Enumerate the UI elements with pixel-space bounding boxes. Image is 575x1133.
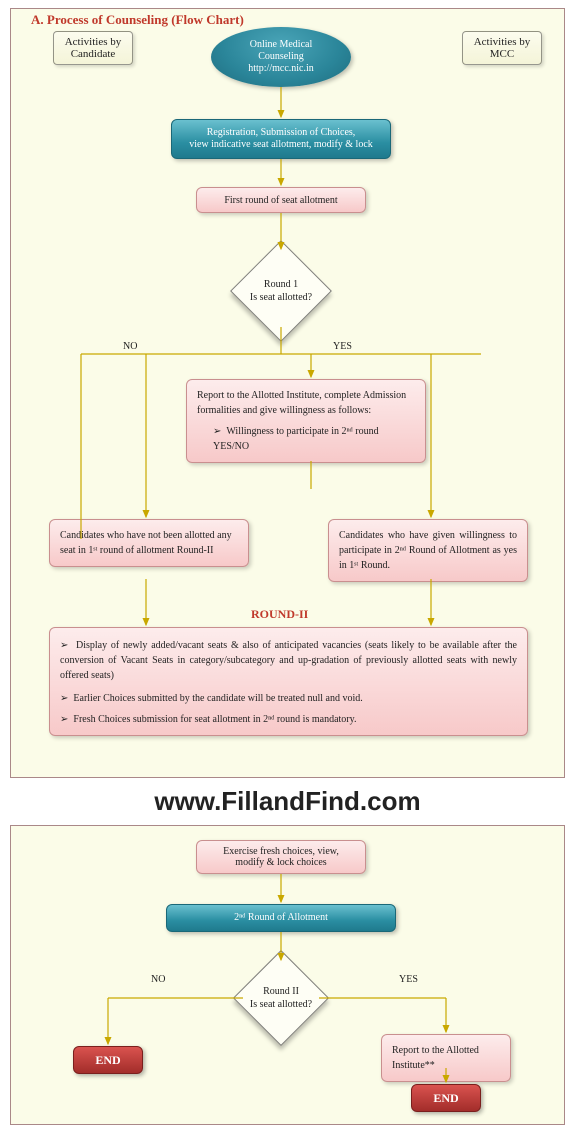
fresh-choices-node: Exercise fresh choices, view,modify & lo… (196, 840, 366, 874)
registration-node: Registration, Submission of Choices,view… (171, 119, 391, 159)
start-l3: http://mcc.nic.in (248, 63, 314, 75)
start-node: Online Medical Counseling http://mcc.nic… (211, 27, 351, 87)
round2-allotment-node: 2ⁿᵈ Round of Allotment (166, 904, 396, 932)
start-l2: Counseling (258, 51, 304, 63)
r2-b2: Earlier Choices submitted by the candida… (73, 693, 362, 704)
report2-node: Report to the Allotted Institute** (381, 1034, 511, 1082)
d1-no-label: NO (123, 341, 137, 352)
page: A. Process of Counseling (Flow Chart) Ac… (0, 8, 575, 1125)
end-left: END (73, 1046, 143, 1074)
report1-intro: Report to the Allotted Institute, comple… (197, 388, 415, 418)
watermark: www.FillandFind.com (0, 786, 575, 817)
r2-b3: Fresh Choices submission for seat allotm… (73, 714, 356, 725)
decision-round2: Round II Is seat allotted? (247, 964, 315, 1032)
report1-node: Report to the Allotted Institute, comple… (186, 379, 426, 463)
d1-l1: Round 1 (264, 279, 298, 290)
first-round-node: First round of seat allotment (196, 187, 366, 213)
d2-no-label: NO (151, 974, 165, 985)
round2-label: ROUND-II (251, 607, 308, 622)
candidate-tag: Activities by Candidate (53, 31, 133, 65)
mcc-tag: Activities by MCC (462, 31, 542, 65)
d1-yes-label: YES (333, 341, 352, 352)
flowchart-panel-1: A. Process of Counseling (Flow Chart) Ac… (10, 8, 565, 778)
start-l1: Online Medical (250, 39, 312, 51)
section-title: A. Process of Counseling (Flow Chart) (31, 12, 244, 28)
flowchart-panel-2: Exercise fresh choices, view,modify & lo… (10, 825, 565, 1125)
d1-l2: Is seat allotted? (250, 292, 312, 303)
d2-l2: Is seat allotted? (250, 999, 312, 1010)
decision-round1: Round 1 Is seat allotted? (245, 255, 317, 327)
right-branch-node: Candidates who have given willingness to… (328, 519, 528, 582)
end-right: END (411, 1084, 481, 1112)
round2-box: ➢ Display of newly added/vacant seats & … (49, 627, 528, 736)
r2-b1: Display of newly added/vacant seats & al… (60, 640, 517, 681)
report1-b1: Willingness to participate in 2ⁿᵈ round … (213, 426, 379, 452)
d2-yes-label: YES (399, 974, 418, 985)
d2-l1: Round II (263, 986, 299, 997)
left-branch-node: Candidates who have not been allotted an… (49, 519, 249, 567)
